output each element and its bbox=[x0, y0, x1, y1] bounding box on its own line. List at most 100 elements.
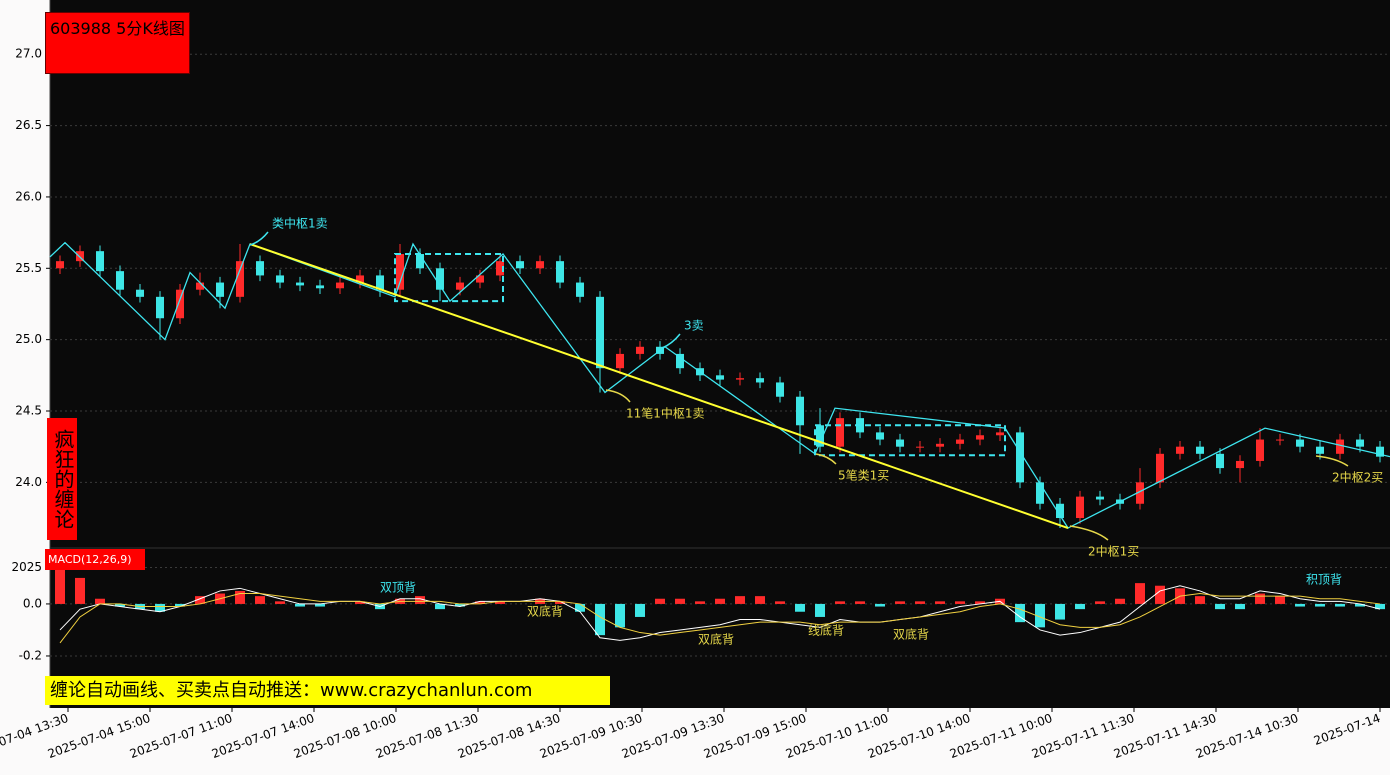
chart-title: 603988 5分K线图 bbox=[45, 12, 190, 74]
candle-body bbox=[1296, 439, 1304, 447]
macd-bar bbox=[315, 603, 325, 607]
candle-body bbox=[936, 443, 944, 447]
candle-body bbox=[436, 268, 444, 290]
macd-bar bbox=[835, 601, 845, 604]
macd-bar bbox=[675, 598, 685, 604]
candle-body bbox=[176, 289, 184, 319]
macd-bar bbox=[1135, 583, 1145, 604]
macd-bar bbox=[1335, 603, 1345, 607]
candle-body bbox=[556, 261, 564, 283]
annotation-arrow bbox=[661, 333, 681, 349]
candle-body bbox=[896, 439, 904, 447]
macd-bar bbox=[435, 603, 445, 610]
candle-body bbox=[996, 432, 1004, 436]
macd-bar bbox=[55, 567, 65, 604]
candle-body bbox=[1036, 482, 1044, 504]
macd-title: MACD(12,26,9) bbox=[45, 549, 145, 570]
macd-bar bbox=[475, 601, 485, 604]
candle-body bbox=[916, 446, 924, 448]
macd-bar bbox=[115, 603, 125, 607]
candle-body bbox=[1196, 446, 1204, 454]
candle-body bbox=[336, 282, 344, 289]
macd-bar bbox=[755, 596, 765, 604]
candle-body bbox=[1156, 453, 1164, 483]
candle-body bbox=[716, 375, 724, 380]
macd-bar bbox=[1295, 603, 1305, 607]
macd-bar bbox=[935, 601, 945, 604]
y-tick-label: 25.0 bbox=[15, 332, 42, 346]
candle-body bbox=[616, 353, 624, 369]
macd-bar bbox=[1035, 603, 1045, 628]
candle-body bbox=[776, 382, 784, 397]
candle-body bbox=[1096, 496, 1104, 500]
macd-bar bbox=[1215, 603, 1225, 610]
macd-bar bbox=[255, 596, 265, 604]
macd-bar bbox=[1115, 598, 1125, 604]
macd-bar bbox=[615, 603, 625, 628]
macd-bar bbox=[195, 596, 205, 604]
annotation-arrow bbox=[249, 231, 269, 246]
macd-bar bbox=[1275, 596, 1285, 604]
candle-body bbox=[96, 251, 104, 272]
annotation-arrow bbox=[1315, 455, 1349, 467]
macd-bar bbox=[975, 601, 985, 604]
macd-line bbox=[59, 593, 1381, 644]
macd-bar bbox=[1195, 596, 1205, 604]
macd-bar bbox=[715, 598, 725, 604]
macd-bar bbox=[655, 598, 665, 604]
y-tick-label: -0.2 bbox=[19, 648, 42, 662]
candle-body bbox=[676, 353, 684, 369]
annotation: 积顶背 bbox=[1306, 573, 1342, 587]
candle-body bbox=[156, 296, 164, 319]
macd-bar bbox=[895, 601, 905, 604]
candle-body bbox=[76, 251, 84, 262]
candle-body bbox=[476, 275, 484, 283]
macd-bar bbox=[495, 601, 505, 604]
macd-bar bbox=[1075, 603, 1085, 610]
candle-body bbox=[1316, 446, 1324, 454]
macd-bar bbox=[295, 603, 305, 607]
macd-bar bbox=[775, 601, 785, 604]
annotation: 3卖 bbox=[684, 319, 704, 333]
candle-body bbox=[1056, 503, 1064, 519]
macd-bar bbox=[1375, 603, 1385, 610]
annotation-arrow bbox=[605, 389, 631, 403]
candle-body bbox=[1336, 439, 1344, 454]
macd-bar bbox=[695, 601, 705, 604]
candle-body bbox=[516, 261, 524, 269]
annotation: 双底背 bbox=[698, 632, 734, 647]
candle-body bbox=[376, 275, 384, 290]
candle-body bbox=[1356, 439, 1364, 447]
macd-bar bbox=[795, 603, 805, 612]
candle-body bbox=[1016, 432, 1024, 483]
zhongshu-box bbox=[394, 253, 504, 303]
candle-body bbox=[456, 282, 464, 290]
macd-bar bbox=[1255, 593, 1265, 604]
y-tick-label: 2025 bbox=[11, 560, 42, 574]
candle-body bbox=[876, 432, 884, 440]
candle-body bbox=[1236, 460, 1244, 469]
candle-body bbox=[396, 254, 404, 290]
candle-body bbox=[136, 289, 144, 297]
candle-body bbox=[216, 282, 224, 297]
candle-body bbox=[736, 378, 744, 380]
candle-body bbox=[1076, 496, 1084, 519]
candle-body bbox=[56, 261, 64, 269]
annotation: 双顶背 bbox=[380, 581, 416, 595]
y-tick-label: 26.5 bbox=[15, 118, 42, 132]
candle-body bbox=[956, 439, 964, 444]
plot-background bbox=[50, 0, 1390, 708]
macd-bar bbox=[555, 601, 565, 604]
annotation: 5笔类1买 bbox=[838, 468, 889, 483]
macd-bar bbox=[635, 603, 645, 617]
candle-body bbox=[256, 261, 264, 276]
macd-bar bbox=[1235, 603, 1245, 610]
macd-bar bbox=[595, 603, 605, 636]
candle-body bbox=[116, 271, 124, 290]
y-tick-label: 24.5 bbox=[15, 404, 42, 418]
y-tick-label: 0.0 bbox=[23, 596, 42, 610]
candle-body bbox=[1136, 482, 1144, 504]
candle-body bbox=[416, 254, 424, 269]
x-tick-label: 2025-07-14 bbox=[1312, 711, 1382, 748]
